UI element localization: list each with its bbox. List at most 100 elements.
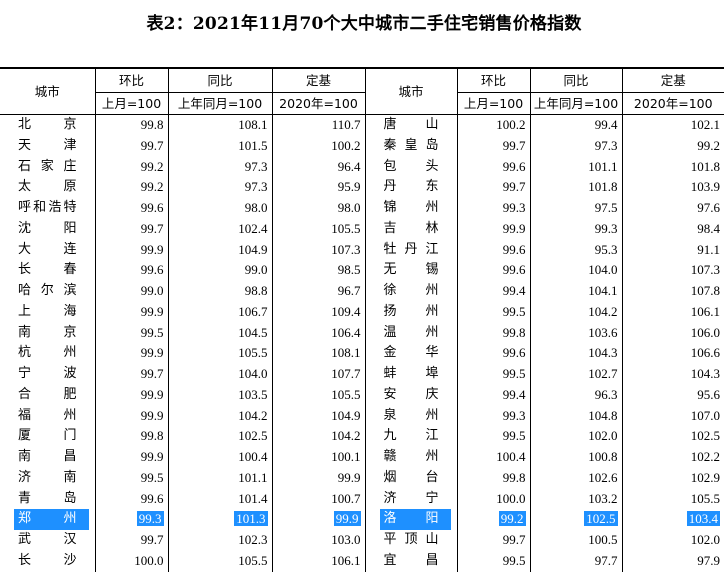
header-yoy-right: 同比 (529, 68, 622, 93)
city-label: 吉林 (383, 220, 439, 236)
table-row: 北京 99.8 108.1 110.7 唐山 100.2 99.4 102.1 (0, 114, 724, 136)
city-name-left: 南京 (0, 323, 95, 344)
city-name-left: 南昌 (0, 447, 95, 468)
header-row-2: 上月=100 上年同月=100 2020年=100 上月=100 上年同月=10… (0, 92, 724, 115)
mom-index-left: 99.5 (94, 322, 168, 344)
mom-index-right: 99.5 (456, 364, 530, 385)
table-row: 宁波 99.7 104.0 107.7 蚌埠 99.5 102.7 104.3 (0, 364, 724, 385)
city-name-left: 武汉 (0, 530, 95, 551)
city-name-right: 安庆 (364, 384, 457, 406)
yoy-value: 104.9 (238, 241, 268, 257)
base-value: 91.1 (697, 241, 720, 257)
header-yoy-sub-left: 上年同月=100 (167, 92, 272, 115)
header-base-left: 定基 (271, 68, 365, 93)
base-value: 96.4 (337, 158, 361, 174)
city-label: 大连 (18, 241, 77, 257)
base-value: 108.1 (331, 345, 361, 361)
yoy-value: 100.8 (588, 449, 618, 464)
base-value: 98.5 (337, 262, 361, 278)
mom-value: 99.6 (502, 241, 526, 257)
city-name-right: 无锡 (364, 260, 457, 281)
base-index-left: 110.7 (271, 114, 365, 136)
city-name-left: 厦门 (0, 426, 95, 447)
yoy-value: 106.7 (238, 303, 268, 319)
table-row: 沈阳 99.7 102.4 105.5 吉林 99.9 99.3 98.4 (0, 218, 724, 240)
base-value: 107.0 (690, 407, 720, 423)
yoy-value: 105.5 (238, 345, 268, 361)
yoy-value: 102.4 (238, 220, 268, 236)
city-label: 赣州 (383, 449, 439, 464)
base-index-left: 106.4 (271, 322, 365, 344)
yoy-index-right: 102.7 (529, 364, 622, 385)
city-name-left: 天津 (0, 136, 95, 157)
city-name-right: 唐山 (364, 114, 457, 136)
yoy-index-right: 104.1 (529, 281, 622, 302)
city-label: 温州 (383, 324, 439, 340)
mom-index-left: 99.2 (94, 156, 168, 178)
mom-value: 99.4 (502, 386, 526, 402)
base-index-right: 104.3 (621, 364, 724, 385)
yoy-index-left: 105.5 (167, 343, 272, 364)
yoy-index-left: 98.8 (167, 281, 272, 302)
city-name-left: 大连 (0, 240, 95, 261)
city-name-left: 上海 (0, 302, 95, 323)
table-row: 长沙 100.0 105.5 106.1 宜昌 99.5 97.7 97.9 (0, 550, 724, 572)
mom-value: 100.2 (496, 117, 526, 132)
mom-value: 99.9 (140, 345, 164, 361)
yoy-value: 104.2 (588, 303, 618, 319)
city-name-right: 吉林 (364, 218, 457, 240)
header-yoy-left: 同比 (167, 68, 272, 93)
city-label: 哈尔滨 (18, 283, 77, 298)
yoy-index-left: 101.1 (167, 467, 272, 489)
city-label: 包头 (383, 158, 439, 174)
mom-value: 99.9 (140, 386, 164, 402)
header-mom-sub-right: 上月=100 (456, 92, 530, 115)
table-row: 长春 99.6 99.0 98.5 无锡 99.6 104.0 107.3 (0, 260, 724, 281)
yoy-value: 98.8 (244, 283, 268, 298)
header-base-sub-right: 2020年=100 (621, 92, 724, 115)
mom-value: 99.3 (502, 200, 526, 215)
city-name-right: 丹东 (364, 177, 457, 198)
city-label: 长春 (18, 262, 77, 278)
mom-value: 99.7 (140, 137, 164, 153)
yoy-index-left: 101.5 (167, 135, 272, 157)
table-row: 武汉 99.7 102.3 103.0 平顶山 99.7 100.5 102.0 (0, 530, 724, 551)
mom-value: 99.9 (140, 303, 164, 319)
base-index-right: 102.2 (621, 447, 724, 468)
yoy-index-left: 104.9 (167, 239, 272, 261)
city-label: 唐山 (383, 117, 439, 132)
base-index-left: 96.7 (271, 281, 365, 302)
yoy-index-right: 103.2 (529, 488, 622, 510)
mom-value: 99.2 (140, 158, 164, 174)
yoy-value: 97.5 (594, 200, 618, 215)
base-index-right: 102.0 (621, 530, 724, 551)
base-value: 103.0 (331, 532, 361, 547)
mom-index-left: 99.8 (94, 426, 168, 447)
mom-index-right: 99.6 (456, 260, 530, 281)
yoy-value: 104.5 (238, 324, 268, 340)
city-label: 烟台 (383, 469, 439, 485)
yoy-value: 104.0 (238, 366, 268, 381)
yoy-value: 105.5 (238, 552, 268, 568)
mom-value: 99.5 (502, 366, 526, 381)
base-value: 99.9 (337, 469, 361, 485)
mom-index-left: 99.5 (94, 467, 168, 489)
yoy-value: 101.4 (238, 490, 268, 506)
yoy-index-right: 100.5 (529, 530, 622, 551)
yoy-index-left: 102.5 (167, 426, 272, 447)
price-index-table: 城市 环比 同比 定基 城市 环比 同比 定基 上月=100 上年同月=100 … (0, 67, 724, 572)
base-value: 106.4 (331, 324, 361, 340)
table-row: 石家庄 99.2 97.3 96.4 包头 99.6 101.1 101.8 (0, 156, 724, 178)
mom-index-right: 99.4 (456, 281, 530, 302)
yoy-index-right: 102.5 (529, 509, 622, 530)
city-name-left: 长春 (0, 260, 95, 281)
yoy-index-right: 102.6 (529, 467, 622, 489)
base-value: 102.9 (690, 469, 720, 485)
yoy-index-left: 104.2 (167, 405, 272, 427)
yoy-index-left: 106.7 (167, 301, 272, 323)
mom-index-left: 99.2 (94, 177, 168, 198)
header-city-left: 城市 (0, 68, 95, 115)
table-row: 呼和浩特 99.6 98.0 98.0 锦州 99.3 97.5 97.6 (0, 198, 724, 219)
yoy-value: 99.3 (594, 220, 618, 236)
mom-value: 99.7 (502, 532, 526, 547)
